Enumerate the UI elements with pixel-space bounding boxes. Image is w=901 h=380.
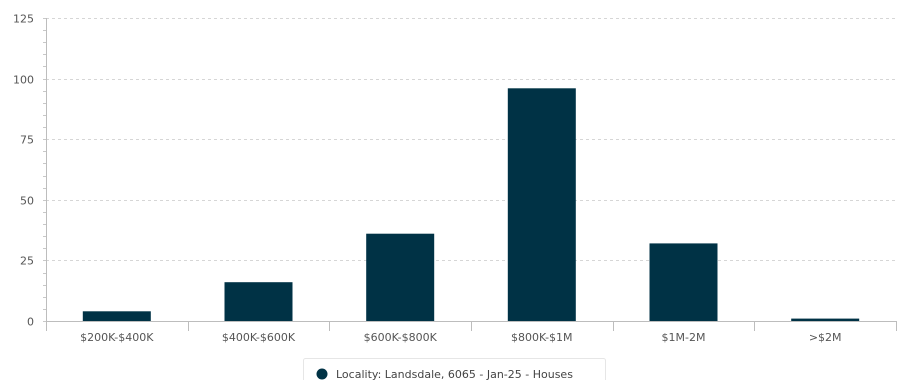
bar[interactable] [791,318,860,321]
y-tick-label: 75 [20,134,34,147]
legend-label[interactable]: Locality: Landsdale, 6065 - Jan-25 - Hou… [336,368,573,380]
y-tick-label: 50 [20,195,34,208]
x-tick-label: $600K-$800K [364,331,438,344]
x-tick-label: $400K-$600K [222,331,296,344]
legend-box [303,358,606,380]
axes: 0 25 50 75 100 125 $200K-$400K $400K-$600K $600K… [13,13,897,344]
bar[interactable] [82,311,151,321]
bar[interactable] [366,233,435,321]
x-tick-label: >$2M [809,331,842,344]
legend[interactable]: Locality: Landsdale, 6065 - Jan-25 - Hou… [303,358,606,380]
grid-lines [46,18,896,261]
bar[interactable] [224,282,293,321]
bars [82,88,860,321]
y-tick-label: 100 [13,74,34,87]
bar[interactable] [649,243,718,321]
x-tick-label: $200K-$400K [80,331,154,344]
y-tick-label: 25 [20,255,34,268]
y-tick-label: 125 [13,13,34,26]
x-tick-label: $1M-2M [662,331,706,344]
x-tick-label: $800K-$1M [511,331,573,344]
y-tick-label: 0 [27,316,34,329]
bar[interactable] [507,88,576,321]
legend-marker [316,368,328,380]
